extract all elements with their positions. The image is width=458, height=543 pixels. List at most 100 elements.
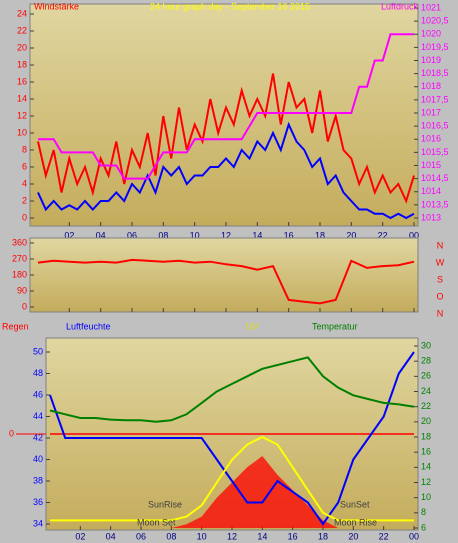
x-tick-label: 04 (106, 531, 116, 541)
x-tick-label: 14 (257, 531, 267, 541)
y2-tick-label: 1014 (421, 186, 441, 196)
y2-tick-label: 10 (421, 492, 431, 502)
x-tick-label: 22 (378, 230, 388, 240)
x-tick-label: 20 (348, 531, 358, 541)
y2-tick-label: 22 (421, 401, 431, 411)
y-tick-label: 22 (17, 25, 27, 35)
line (50, 435, 414, 522)
plot-area (29, 237, 419, 313)
y-tick-label: 16 (17, 76, 27, 86)
direction-label: N (437, 240, 444, 250)
line (49, 351, 415, 526)
y-tick-label: 12 (17, 110, 27, 120)
x-tick-label: 00 (409, 531, 419, 541)
y-tick-label: 24 (17, 8, 27, 18)
y2-tick-label: 16 (421, 447, 431, 457)
y2-tick-label: 1017 (421, 107, 441, 117)
area (50, 456, 414, 528)
y-tick-label: 20 (17, 42, 27, 52)
x-tick-label: 16 (288, 531, 298, 541)
y2-tick-label: 14 (421, 462, 431, 472)
line (37, 121, 415, 220)
y-tick-label: 360 (12, 237, 27, 247)
y-tick-label: 90 (17, 285, 27, 295)
x-tick-label: 02 (64, 230, 74, 240)
y-tick-label: 4 (22, 178, 27, 188)
direction-label: W (436, 257, 445, 267)
y-tick-label: 180 (12, 269, 27, 279)
y2-tick-label: 24 (421, 386, 431, 396)
y-tick-label: 38 (33, 475, 43, 485)
y2-tick-label: 28 (421, 356, 431, 366)
x-tick-label: 12 (221, 230, 231, 240)
y-tick-label: 10 (17, 127, 27, 137)
y-tick-label: 46 (33, 389, 43, 399)
x-tick-label: 02 (75, 531, 85, 541)
x-tick-label: 14 (252, 230, 262, 240)
y2-tick-label: 1015,5 (421, 147, 449, 157)
y-tick-label: 270 (12, 253, 27, 263)
y2-tick-label: 30 (421, 340, 431, 350)
line (37, 258, 415, 305)
y2-tick-label: 6 (421, 522, 426, 532)
y-tick-label: 36 (33, 497, 43, 507)
y-axis-label: Windstärke (34, 1, 79, 11)
direction-label: S (437, 274, 443, 284)
annotation: SunRise (148, 499, 182, 509)
annotation: Moon Set (137, 517, 176, 527)
legend-label: Regen (2, 321, 29, 331)
y2-tick-label: 1020,5 (421, 16, 449, 26)
y2-tick-label: 1018 (421, 81, 441, 91)
y-tick-label: 42 (33, 432, 43, 442)
x-tick-label: 00 (409, 230, 419, 240)
x-tick-label: 18 (318, 531, 328, 541)
x-tick-label: 22 (379, 531, 389, 541)
y2-tick-label: 8 (421, 507, 426, 517)
y-tick-label: 0 (22, 212, 27, 222)
annotation: SunSet (340, 499, 370, 509)
y2-tick-label: 12 (421, 477, 431, 487)
y-tick-label: 40 (33, 454, 43, 464)
y2-tick-label: 1019,5 (421, 42, 449, 52)
y2-tick-label: 1021 (421, 2, 441, 12)
y2-tick-label: 1014,5 (421, 173, 449, 183)
legend-label: Luftfeuchte (66, 321, 111, 331)
x-tick-label: 16 (284, 230, 294, 240)
x-tick-label: 06 (127, 230, 137, 240)
y2-tick-label: 1015 (421, 160, 441, 170)
x-tick-label: 10 (197, 531, 207, 541)
y-tick-label: 14 (17, 93, 27, 103)
y-tick-label: 18 (17, 59, 27, 69)
x-tick-label: 08 (166, 531, 176, 541)
y-tick-label: 8 (22, 144, 27, 154)
x-tick-label: 08 (158, 230, 168, 240)
y-tick-label: 50 (33, 346, 43, 356)
line (38, 33, 414, 180)
y2-tick-label: 1019 (421, 55, 441, 65)
chart-title: 24 hour graph day - September 16 2015 (150, 1, 310, 11)
y2-tick-label: 18 (421, 431, 431, 441)
y-tick-label: 2 (22, 195, 27, 205)
y2-tick-label: 26 (421, 371, 431, 381)
legend-label: UV (246, 321, 259, 331)
y2-tick-label: 1016,5 (421, 121, 449, 131)
y2-axis-label: Luftdruck (381, 1, 419, 11)
line (49, 356, 415, 423)
y2-tick-label: 1013,5 (421, 199, 449, 209)
direction-label: O (436, 291, 443, 301)
y2-tick-label: 1016 (421, 134, 441, 144)
y3-tick-label: 0 (9, 428, 14, 438)
x-tick-label: 10 (190, 230, 200, 240)
x-tick-label: 18 (315, 230, 325, 240)
annotation: Moon Rise (334, 517, 377, 527)
x-tick-label: 06 (136, 531, 146, 541)
x-tick-label: 12 (227, 531, 237, 541)
y2-tick-label: 1013 (421, 212, 441, 222)
line (37, 73, 415, 204)
y-tick-label: 48 (33, 368, 43, 378)
y2-tick-label: 1020 (421, 29, 441, 39)
y-tick-label: 44 (33, 411, 43, 421)
y2-tick-label: 1018,5 (421, 68, 449, 78)
y-tick-label: 6 (22, 161, 27, 171)
